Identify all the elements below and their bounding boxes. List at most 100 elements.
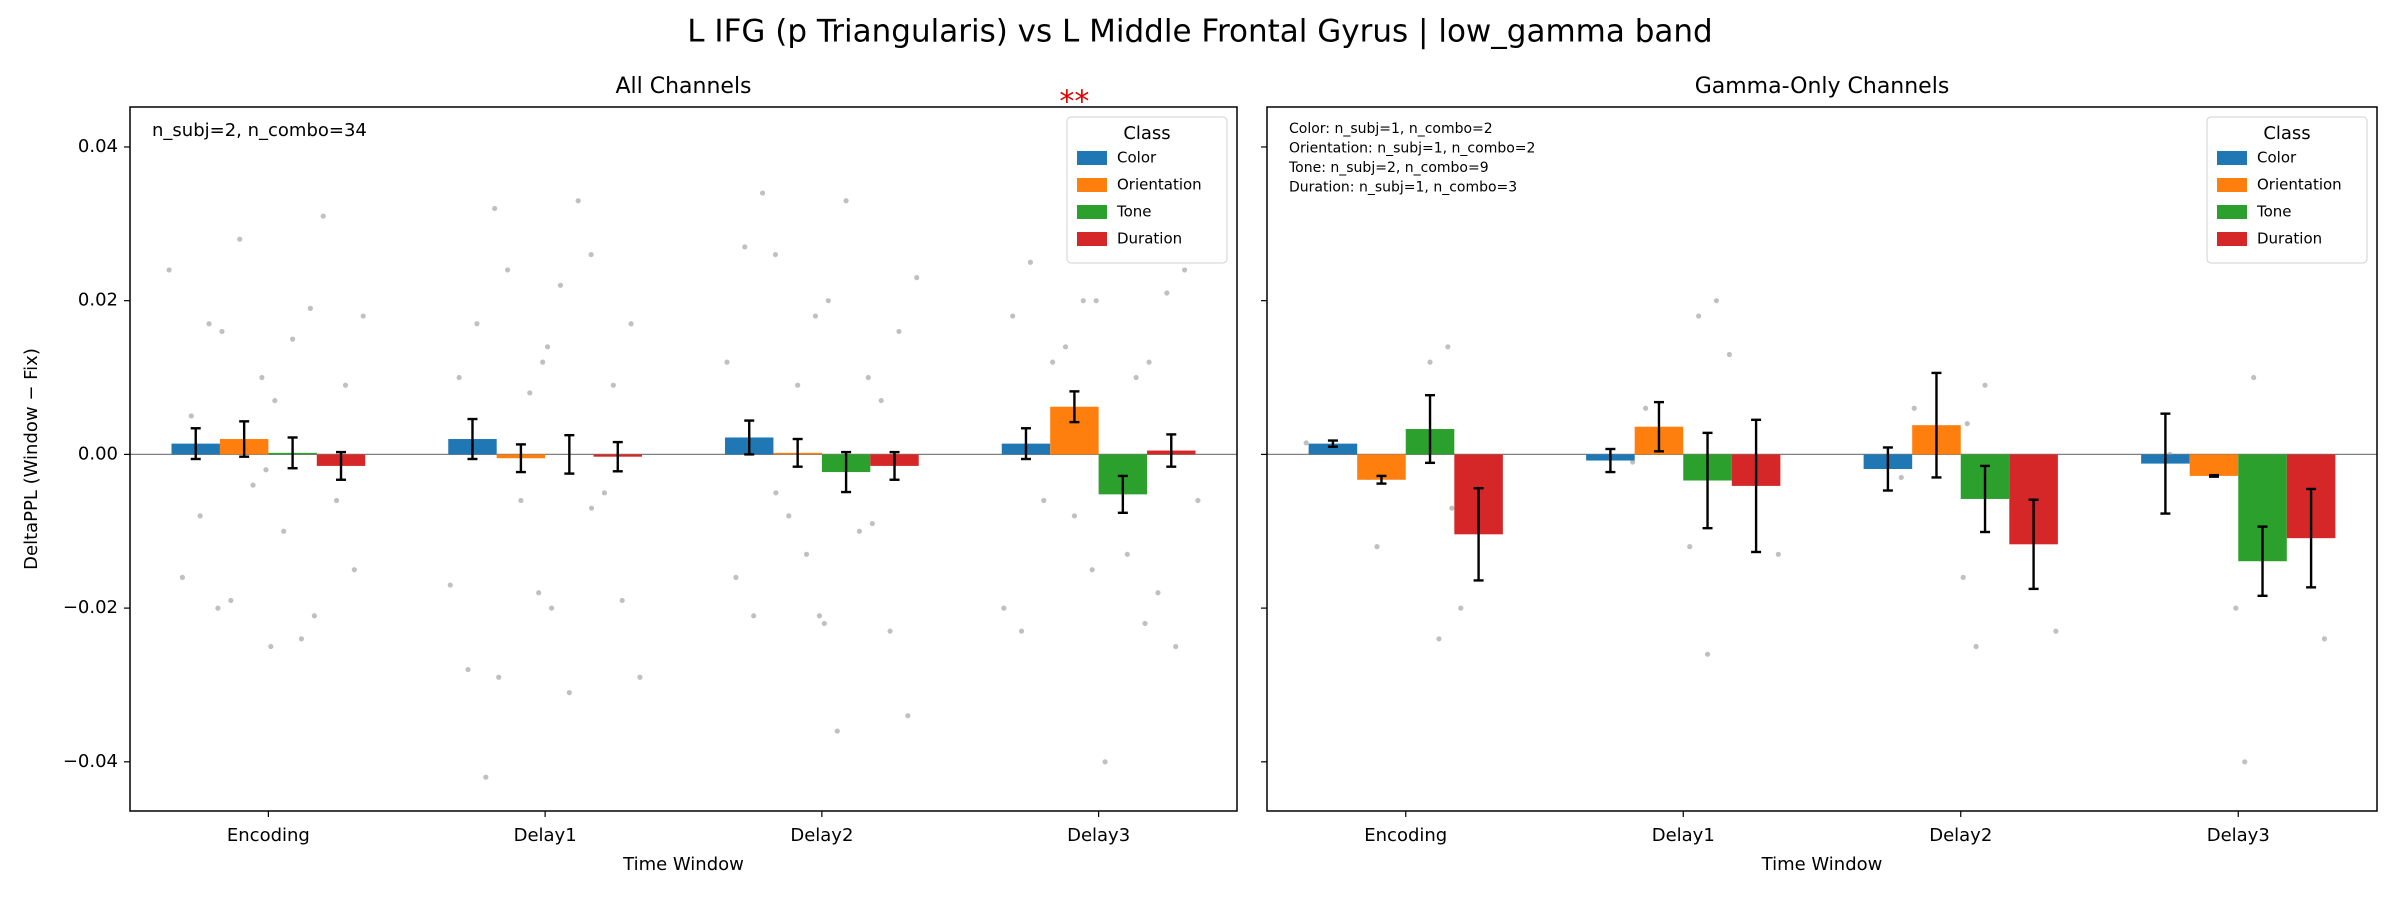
data-point <box>1089 567 1095 573</box>
data-point <box>1164 290 1170 296</box>
data-point <box>2053 628 2059 634</box>
data-point <box>272 397 278 404</box>
y-tick-label: 0.00 <box>78 443 118 464</box>
legend-swatch <box>1077 178 1107 192</box>
y-axis-label: DeltaPPL (Window − Fix) <box>21 348 42 570</box>
error-bar <box>1166 433 1177 468</box>
data-point <box>803 551 810 557</box>
data-point <box>1041 497 1047 504</box>
data-point <box>1303 440 1309 446</box>
error-bar <box>1605 447 1616 474</box>
data-point <box>887 628 893 634</box>
data-point <box>320 213 326 219</box>
x-tick-label: Delay3 <box>2207 825 2270 846</box>
y-tick-label: 0.02 <box>78 290 118 311</box>
data-point <box>610 382 616 388</box>
data-point <box>742 244 748 250</box>
data-point <box>816 613 823 619</box>
error-bar <box>1653 400 1664 453</box>
legend-swatch <box>2217 232 2247 246</box>
data-point <box>518 497 524 504</box>
data-point <box>1704 651 1711 657</box>
error-bar <box>239 420 250 458</box>
data-point <box>1726 351 1732 358</box>
x-tick-label: Delay2 <box>1929 825 1992 846</box>
error-bar <box>336 450 347 481</box>
error-bar <box>2208 473 2219 478</box>
data-point <box>1173 643 1179 650</box>
error-bar <box>287 436 298 470</box>
figure-title: L IFG (p Triangularis) vs L Middle Front… <box>687 14 1712 50</box>
data-point <box>188 413 194 419</box>
y-tick-label: 0.04 <box>78 136 118 157</box>
data-point <box>263 467 269 473</box>
error-bar <box>2160 412 2171 515</box>
error-bar <box>792 437 803 468</box>
info-text: Duration: n_subj=1, n_combo=3 <box>1289 180 1517 196</box>
data-point <box>795 382 801 388</box>
data-point <box>540 359 546 365</box>
data-point <box>821 620 827 627</box>
data-point <box>786 513 792 519</box>
data-point <box>834 728 840 734</box>
legend-label: Color <box>2257 149 2297 167</box>
data-point <box>869 520 875 527</box>
error-bar <box>1931 371 1942 479</box>
data-point <box>1001 605 1007 611</box>
data-point <box>1960 574 1966 580</box>
legend-label: Orientation <box>1117 176 1202 194</box>
data-point <box>1713 298 1720 304</box>
error-bar <box>1117 474 1128 514</box>
data-point <box>1062 344 1069 350</box>
data-point <box>825 298 831 304</box>
data-point <box>896 328 902 335</box>
x-tick-label: Delay2 <box>790 825 853 846</box>
error-bar <box>467 417 478 461</box>
info-text: n_subj=2, n_combo=34 <box>152 120 367 141</box>
error-bar <box>2257 525 2268 598</box>
data-point <box>1898 474 1904 481</box>
data-point <box>1445 344 1451 350</box>
data-point <box>1449 505 1455 511</box>
data-point <box>496 674 502 680</box>
data-point <box>1643 405 1649 411</box>
data-point <box>456 374 462 381</box>
data-point <box>219 328 225 335</box>
data-point <box>2242 759 2248 765</box>
data-point <box>342 382 349 388</box>
axes-title: All Channels <box>615 74 751 99</box>
data-point <box>619 597 625 604</box>
data-point <box>544 344 551 350</box>
error-bar <box>1882 446 1893 492</box>
legend-label: Orientation <box>2257 176 2342 194</box>
data-point <box>298 636 305 642</box>
legend-swatch <box>1077 232 1107 246</box>
data-point <box>250 482 256 488</box>
data-point <box>1964 421 1970 427</box>
data-point <box>878 397 884 404</box>
data-point <box>259 374 265 381</box>
error-bar <box>1069 390 1080 424</box>
legend-label: Tone <box>1116 203 1152 221</box>
error-bar <box>2306 487 2317 589</box>
error-bar <box>1980 464 1991 534</box>
data-point <box>166 267 172 273</box>
error-bar <box>1473 487 1484 582</box>
data-point <box>1018 628 1025 634</box>
data-point <box>575 198 581 204</box>
error-bar <box>2028 498 2039 591</box>
data-point <box>197 513 203 519</box>
significance-label: ** <box>1059 85 1089 120</box>
x-tick-label: Encoding <box>1364 825 1447 846</box>
data-point <box>759 190 766 196</box>
data-point <box>311 613 317 619</box>
data-point <box>1080 298 1086 304</box>
info-text: Orientation: n_subj=1, n_combo=2 <box>1289 141 1535 157</box>
data-point <box>483 774 489 780</box>
data-point <box>307 305 313 311</box>
data-point <box>1911 405 1917 411</box>
data-point <box>2233 605 2239 611</box>
data-point <box>637 674 643 680</box>
x-tick-label: Delay1 <box>514 825 577 846</box>
error-bar <box>1020 427 1031 461</box>
